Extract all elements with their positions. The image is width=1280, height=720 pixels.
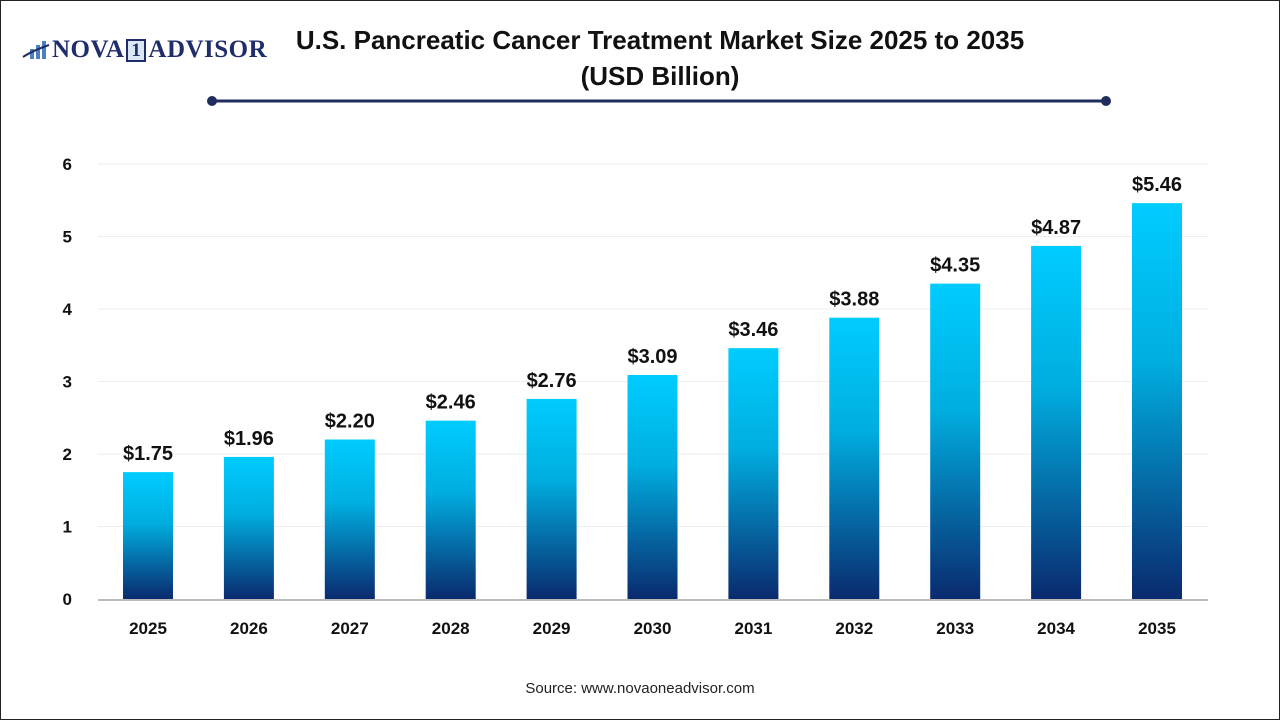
x-tick-label: 2030 [634,619,672,638]
x-tick-label: 2035 [1138,619,1176,638]
bar-2031 [728,348,779,599]
data-label: $2.46 [426,392,476,414]
bar-2033 [930,283,981,599]
bar-2030 [627,374,678,599]
x-tick-label: 2025 [129,619,167,638]
data-label: $1.75 [123,443,173,465]
chart-title: U.S. Pancreatic Cancer Treatment Market … [230,22,1090,94]
title-line-1: U.S. Pancreatic Cancer Treatment Market … [295,25,1025,55]
title-line-2: (USD Billion) [580,61,740,91]
bar-2026 [223,456,274,599]
logo-one: 1 [126,38,147,62]
data-label: $3.88 [829,289,879,311]
x-tick-label: 2031 [734,619,772,638]
x-tick-label: 2029 [533,619,571,638]
x-tick-label: 2033 [936,619,974,638]
bar-2035 [1132,203,1182,599]
bar-2034 [1031,245,1082,600]
bar-2025 [123,472,173,599]
y-tick-label: 6 [63,155,72,174]
x-tick-label: 2027 [331,619,369,638]
bar-2032 [829,317,880,599]
source-note: Source: www.novaoneadvisor.com [525,680,755,697]
x-tick-label: 2028 [432,619,470,638]
x-tick-label: 2034 [1037,619,1075,638]
y-tick-label: 0 [63,590,72,609]
bar-2027 [324,439,375,599]
y-tick-label: 5 [63,228,72,247]
y-tick-label: 2 [63,445,72,464]
data-label: $3.09 [627,346,677,368]
y-tick-label: 3 [63,373,72,392]
data-label: $1.96 [224,428,274,450]
title-rule-dot-right [1101,96,1111,106]
y-tick-label: 1 [63,518,72,537]
data-label: $4.87 [1031,217,1081,239]
x-tick-label: 2032 [835,619,873,638]
data-label: $4.35 [930,255,980,277]
bar-2028 [425,420,476,599]
data-label: $5.46 [1132,174,1182,196]
x-tick-label: 2026 [230,619,268,638]
bar-chart-logo-icon [22,41,50,59]
data-label: $2.76 [527,370,577,392]
title-rule-dot-left [207,96,217,106]
logo-nova: NOVA [52,36,125,63]
y-tick-label: 4 [63,300,73,319]
nova-one-advisor-logo: NOVA 1 ADVISOR [22,36,267,64]
data-label: $3.46 [728,319,778,341]
bar-2029 [526,398,577,599]
data-label: $2.20 [325,411,375,433]
logo-advisor: ADVISOR [148,36,268,63]
